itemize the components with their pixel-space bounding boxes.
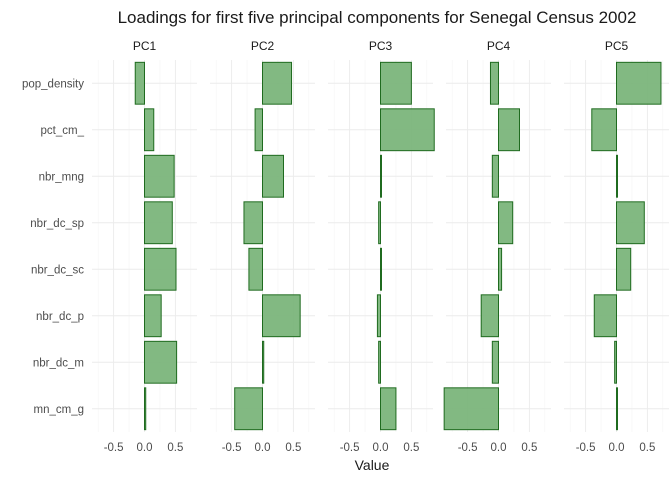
facet-strip-label: PC4 — [487, 39, 511, 53]
loading-bar — [614, 340, 617, 384]
facet-strip-label: PC5 — [605, 39, 629, 53]
x-tick-label: -0.5 — [458, 442, 478, 454]
loading-bar — [144, 294, 162, 338]
loading-bar — [243, 201, 263, 245]
loading-bar — [144, 387, 147, 431]
loading-bar — [378, 201, 382, 245]
facet-panel-pc1: PC1 -0.5 0.0 0.5 — [92, 39, 197, 454]
facet-strip-label: PC3 — [369, 39, 393, 53]
x-tick-label: 0.0 — [255, 442, 271, 454]
x-tick-label: -0.5 — [104, 442, 124, 454]
loading-bar — [616, 61, 662, 105]
loading-bar — [593, 294, 618, 338]
x-tick-label: 0.0 — [137, 442, 153, 454]
loading-bar — [491, 154, 499, 198]
loading-bar — [380, 387, 397, 431]
loading-bar — [134, 61, 145, 105]
category-label: nbr_dc_sp — [30, 218, 84, 230]
x-tick-label: 0.5 — [521, 442, 537, 454]
loading-bar — [616, 154, 618, 198]
loading-bar — [616, 247, 632, 291]
loading-bar — [144, 340, 178, 384]
x-tick-label: 0.5 — [285, 442, 301, 454]
loading-bar — [144, 108, 155, 152]
loading-bar — [498, 247, 503, 291]
loading-bar — [480, 294, 499, 338]
x-tick-label: -0.5 — [576, 442, 596, 454]
loading-bar — [489, 61, 499, 105]
loading-bar — [616, 387, 618, 431]
loading-bar — [491, 340, 499, 384]
category-label: nbr_dc_p — [36, 311, 84, 323]
loading-bar — [376, 294, 382, 338]
category-label: nbr_mng — [39, 171, 84, 183]
loading-bar — [380, 154, 382, 198]
loading-bar — [380, 61, 412, 105]
x-tick-label: 0.5 — [403, 442, 419, 454]
category-label: mn_cm_g — [34, 404, 85, 416]
loading-bar — [262, 294, 301, 338]
loading-bar — [144, 201, 173, 245]
loading-bar — [144, 247, 177, 291]
x-tick-label: 0.5 — [167, 442, 183, 454]
loading-bar — [498, 201, 514, 245]
x-axis-label: Value — [355, 457, 390, 473]
chart-title: Loadings for first five principal compon… — [118, 8, 637, 27]
facet-panel-pc2: PC2 -0.5 0.0 0.5 — [210, 39, 315, 454]
x-tick-label: 0.0 — [491, 442, 507, 454]
loading-bar — [262, 61, 293, 105]
loading-bar — [616, 201, 645, 245]
category-label: nbr_dc_sc — [31, 264, 84, 276]
x-tick-label: 0.0 — [373, 442, 389, 454]
category-label: pop_density — [22, 78, 84, 90]
x-tick-label: -0.5 — [222, 442, 242, 454]
loading-bar — [498, 108, 520, 152]
x-tick-label: 0.5 — [639, 442, 655, 454]
loading-bar — [380, 247, 382, 291]
loading-bar — [591, 108, 618, 152]
x-tick-label: -0.5 — [340, 442, 360, 454]
loading-bar — [262, 154, 284, 198]
facet-panel-pc3: PC3 -0.5 0.0 0.5 — [328, 39, 435, 454]
facet-strip-label: PC2 — [251, 39, 275, 53]
loading-bar — [254, 108, 264, 152]
category-label: pct_cm_ — [41, 125, 85, 137]
x-tick-label: 0.0 — [609, 442, 625, 454]
loading-bar — [443, 387, 500, 431]
loading-bar — [144, 154, 175, 198]
loading-bar — [378, 340, 382, 384]
facet-panel-pc5: PC5 -0.5 0.0 0.5 — [564, 39, 669, 454]
loading-bar — [380, 108, 435, 152]
facet-strip-label: PC1 — [133, 39, 157, 53]
y-axis: pop_density pct_cm_ nbr_mng nbr_dc_sp nbr_dc… — [22, 78, 85, 416]
loading-bar — [262, 340, 265, 384]
loading-bar — [234, 387, 264, 431]
category-label: nbr_dc_m — [33, 357, 84, 369]
facet-panel-pc4: PC4 -0.5 0.0 0.5 — [443, 39, 551, 454]
loading-bar — [248, 247, 263, 291]
